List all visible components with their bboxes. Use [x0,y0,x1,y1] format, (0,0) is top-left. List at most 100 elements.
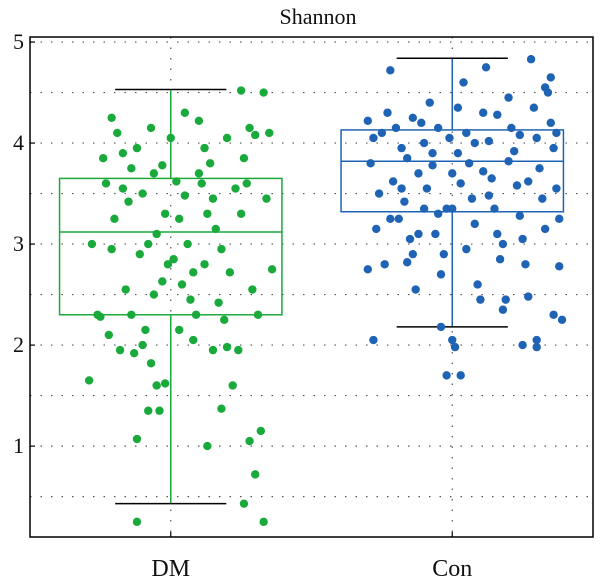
data-point [152,381,161,390]
data-point [245,123,254,133]
data-point [425,98,434,107]
y-tick-label: 5 [13,29,24,54]
data-point [498,239,508,249]
data-point [436,322,446,332]
data-point [363,265,372,274]
data-point [146,123,156,133]
data-point [104,330,114,340]
data-point [540,224,550,234]
data-point [132,517,142,527]
data-point [504,157,513,166]
data-point [127,310,136,319]
box-group-dm [58,86,283,527]
data-point [433,123,443,133]
data-point [194,116,204,126]
data-point [490,204,499,213]
data-point [453,148,463,158]
data-point [366,159,375,168]
data-point [220,315,229,325]
data-point [135,249,144,259]
data-point [507,123,516,133]
data-point [248,285,257,294]
data-point [189,335,198,345]
data-point [251,130,260,140]
data-point [259,88,268,97]
data-point [473,280,482,289]
data-point [124,197,133,206]
data-point [419,138,429,148]
data-point [245,436,254,446]
data-point [251,470,260,479]
data-point [524,177,533,186]
data-point [149,290,159,299]
y-tick-label: 1 [13,433,24,458]
data-point [479,167,488,176]
data-point [512,181,522,190]
data-point [557,315,567,325]
data-point [498,305,508,314]
data-point [462,128,471,138]
data-point [419,204,429,213]
data-point [372,224,381,234]
data-point [479,108,488,117]
data-point [239,499,249,508]
data-point [189,268,198,277]
data-point [132,143,142,153]
data-point [191,310,201,319]
data-point [521,260,530,269]
data-point [448,335,457,345]
data-point [397,143,406,153]
data-point [515,211,525,220]
data-point [417,118,426,128]
data-point [453,103,463,112]
data-point [411,285,420,294]
data-point [186,295,195,304]
data-point [448,169,457,178]
data-point [217,244,226,254]
data-point [518,234,527,244]
data-point [493,229,502,239]
y-tick-label: 4 [13,130,24,155]
data-point [110,214,119,224]
data-point [197,179,206,188]
data-point [146,359,156,368]
data-point [414,229,423,239]
data-point [118,184,128,193]
box-groups [58,55,567,527]
data-point [428,161,437,170]
data-point [369,133,378,143]
data-point [462,244,471,254]
data-point [236,86,246,95]
data-point [509,146,519,156]
data-point [262,194,271,203]
data-point [231,184,240,193]
data-point [403,258,412,267]
data-point [205,159,215,168]
data-point [484,191,494,200]
data-point [377,128,387,138]
data-point [242,179,251,188]
data-point [526,55,536,64]
data-point [200,260,209,269]
data-point [532,342,541,352]
grid-lines [30,37,593,537]
data-point [464,159,474,168]
y-axis: 1 2 3 4 5 [13,29,35,458]
data-point [149,169,159,178]
data-point [518,340,527,350]
data-point [538,194,547,203]
data-point [400,197,409,206]
data-point [163,260,173,269]
data-point [98,154,108,163]
data-point [552,184,561,193]
data-point [436,270,446,279]
data-point [127,164,136,173]
data-point [532,133,541,143]
data-point [158,277,167,286]
y-tick-label: 2 [13,332,24,357]
box-group-con [340,55,567,380]
data-point [442,371,451,380]
data-point [397,184,406,193]
data-point [549,310,558,319]
x-tick-label: Con [432,556,472,582]
